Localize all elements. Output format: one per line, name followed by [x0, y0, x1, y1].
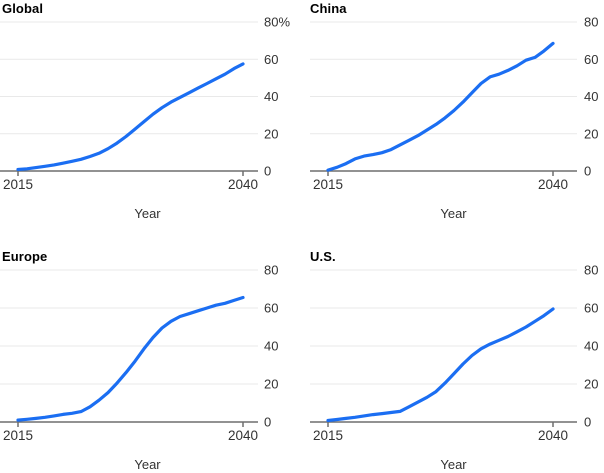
y-axis-tick-label: 60 [584, 301, 598, 316]
y-axis-tick-label: 40 [264, 89, 278, 104]
y-axis-tick-label: 80% [264, 15, 290, 30]
y-axis-tick-label: 40 [584, 89, 598, 104]
chart-title-europe: Europe [2, 249, 48, 264]
x-axis-title: Year [134, 457, 161, 472]
x-axis-tick-label: 2015 [313, 428, 343, 443]
y-axis-tick-label: 20 [264, 377, 278, 392]
data-series-line [326, 41, 555, 172]
y-axis-tick-label: 40 [264, 339, 278, 354]
x-axis-tick-label: 2040 [538, 177, 568, 192]
x-axis-tick-label: 2040 [538, 428, 568, 443]
y-axis-tick-label: 60 [264, 52, 278, 67]
y-axis-tick-label: 0 [584, 415, 591, 430]
data-series-line [16, 295, 245, 422]
x-axis-tick-label: 2015 [313, 177, 343, 192]
y-axis-tick-label: 0 [584, 164, 591, 179]
y-axis-tick-label: 40 [584, 339, 598, 354]
chart-title-global: Global [2, 1, 44, 16]
y-axis-tick-label: 80 [264, 263, 278, 278]
data-series-line [16, 62, 245, 172]
chart-title-us: U.S. [310, 249, 336, 264]
data-series-line [326, 307, 555, 423]
x-axis-tick-label: 2015 [3, 177, 33, 192]
chart-china: China 0 20 40 60 80 2015 2040 Year [302, 0, 604, 236]
y-axis-tick-label: 20 [584, 377, 598, 392]
y-axis-tick-label: 80 [584, 15, 598, 30]
y-axis-tick-label: 60 [584, 52, 598, 67]
y-axis-tick-label: 20 [584, 126, 598, 141]
y-axis-tick-label: 60 [264, 301, 278, 316]
y-axis-tick-label: 0 [264, 164, 271, 179]
chart-title-china: China [310, 1, 347, 16]
y-axis-tick-label: 0 [264, 415, 271, 430]
chart-europe: Europe 0 20 40 60 80 2015 2040 Year [0, 237, 302, 473]
x-axis-tick-label: 2040 [228, 428, 258, 443]
x-axis-title: Year [134, 206, 161, 221]
x-axis-title: Year [440, 457, 467, 472]
x-axis-tick-label: 2040 [228, 177, 258, 192]
chart-us: U.S. 0 20 40 60 80 2015 2040 Year [302, 237, 604, 473]
x-axis-title: Year [440, 206, 467, 221]
chart-global: Global 0 20 40 60 80% 2015 2040 Year [0, 0, 302, 236]
y-axis-tick-label: 80 [584, 263, 598, 278]
y-axis-tick-label: 20 [264, 126, 278, 141]
x-axis-tick-label: 2015 [3, 428, 33, 443]
